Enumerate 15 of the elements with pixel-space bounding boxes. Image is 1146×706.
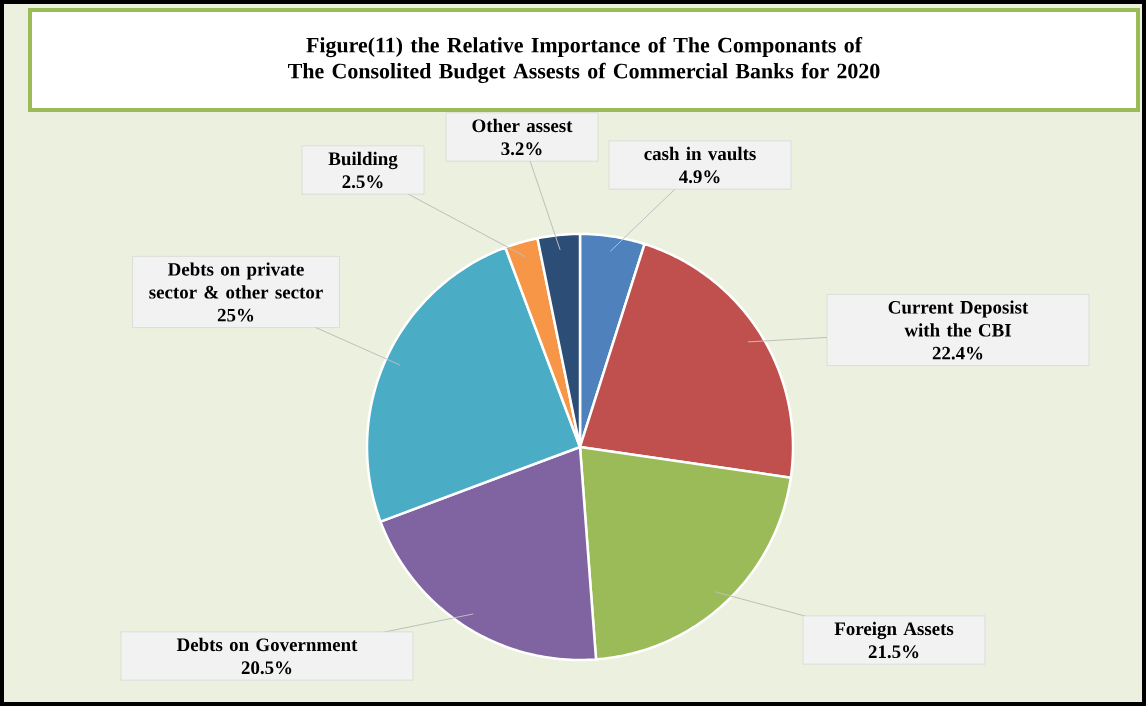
data-label: 3.2% <box>501 142 542 156</box>
slice-label: Debts on private sector & other sector <box>149 262 323 299</box>
data-label: 20.5% <box>241 661 292 675</box>
slice-label: Other assest <box>472 118 573 133</box>
data-label: 2.5% <box>342 175 383 189</box>
slice-label: cash in vaults <box>644 146 756 161</box>
slice-label: Current Deposist with the CBI <box>888 300 1029 337</box>
slice-label: Foreign Assets <box>834 621 954 640</box>
slice-label: Debts on Government <box>176 637 358 652</box>
data-label: 25% <box>217 308 254 322</box>
data-label: 21.5% <box>868 645 919 659</box>
data-label: 22.4% <box>932 346 983 360</box>
slice-label: Building <box>328 151 398 170</box>
chart-title: Figure(11) the Relative Importance of The Componants of The Consolited Budget Assests of Commercial Banks for 2020 <box>288 36 880 84</box>
data-label: 4.9% <box>678 170 720 184</box>
